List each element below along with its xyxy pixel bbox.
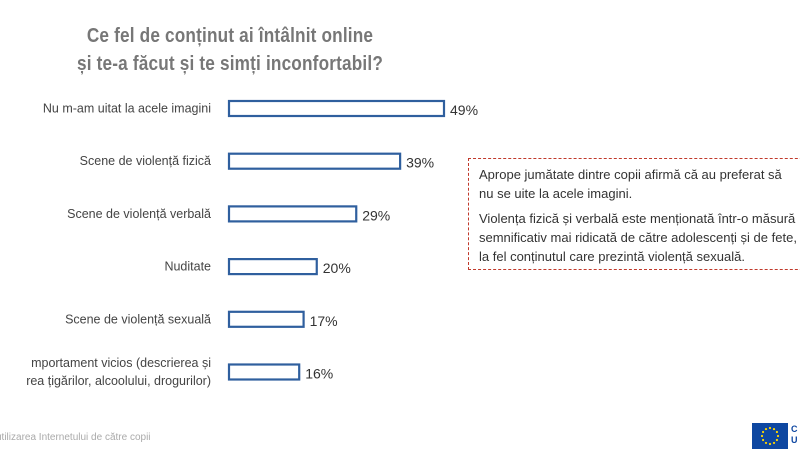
star-icon — [772, 441, 776, 445]
annotation-line: nu se uite la acele imagini. — [479, 186, 633, 201]
annotation-line: Aprope jumătate dintre copii afirmă că a… — [479, 167, 782, 182]
star-icon — [764, 441, 768, 445]
star-icon — [775, 438, 779, 442]
star-icon — [776, 434, 780, 438]
bar — [227, 99, 446, 118]
bar — [227, 310, 305, 328]
star-icon — [761, 430, 765, 434]
bar-value-label: 16% — [305, 366, 333, 382]
star-icon — [761, 438, 765, 442]
category-label: rea țigărilor, alcoolului, drogurilor) — [26, 374, 211, 388]
star-icon — [768, 442, 772, 446]
star-icon — [772, 427, 776, 431]
category-label: mportament vicios (descrierea și — [31, 356, 211, 370]
eu-flag-icon — [752, 423, 788, 449]
bar — [227, 258, 318, 276]
footer-source: utilizarea Internetului de către copii — [0, 432, 151, 443]
star-icon — [775, 430, 779, 434]
chart-title-line2: și te-a făcut și te simți inconfortabil? — [76, 53, 384, 75]
bar-value-label: 29% — [362, 207, 390, 223]
annotation-line: Violența fizică și verbală este menționa… — [479, 211, 796, 226]
logo-text: C U — [791, 424, 798, 445]
annotation-line: semnificativ mai ridicată de către adole… — [479, 230, 797, 245]
star-icon — [760, 434, 764, 438]
bar-value-label: 39% — [406, 155, 434, 171]
annotation-line: la fel conținutul care prezintă violență… — [479, 249, 745, 264]
star-icon — [764, 427, 768, 431]
annotation-paragraph-1: Aprope jumătate dintre copii afirmă că a… — [479, 165, 800, 203]
bar — [227, 152, 402, 170]
bar-value-label: 20% — [323, 260, 351, 276]
bar-value-label: 49% — [450, 102, 478, 118]
annotation-box: Aprope jumătate dintre copii afirmă că a… — [468, 158, 800, 270]
category-label: Scene de violență sexuală — [65, 312, 211, 326]
category-label: Nuditate — [164, 260, 211, 274]
bar — [227, 205, 358, 223]
category-label: Scene de violență fizică — [80, 154, 211, 168]
chart-title-line1: Ce fel de conținut ai întâlnit online — [86, 25, 374, 47]
chart-title: Ce fel de conținut ai întâlnit online și… — [32, 22, 428, 78]
category-label: Nu m-am uitat la acele imagini — [43, 102, 211, 116]
annotation-paragraph-2: Violența fizică și verbală este menționa… — [479, 209, 800, 266]
category-label: Scene de violență verbală — [67, 207, 211, 221]
bar — [227, 363, 301, 381]
star-icon — [768, 426, 772, 430]
bar-value-label: 17% — [310, 313, 338, 329]
